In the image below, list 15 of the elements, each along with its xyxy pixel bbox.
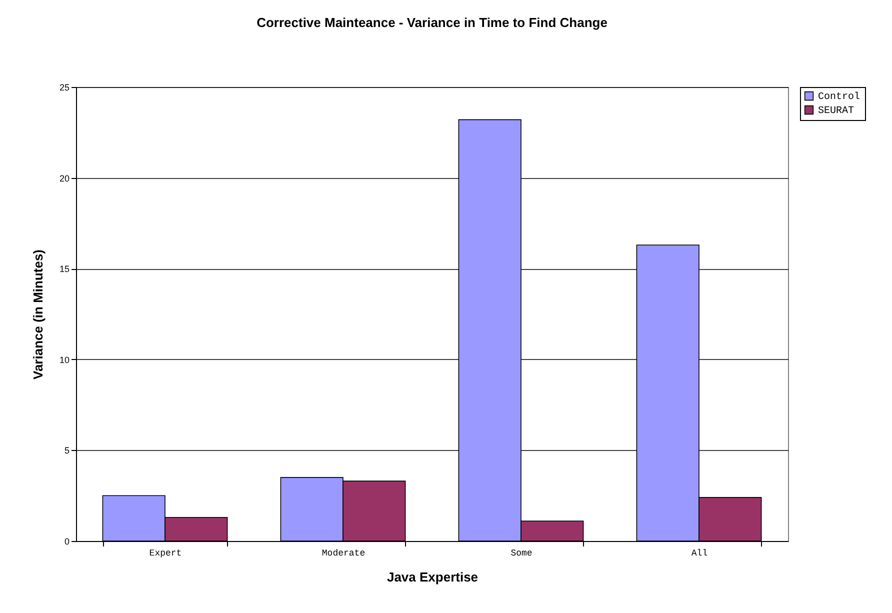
legend-label: Control [818, 91, 860, 103]
x-axis-title: Java Expertise [386, 570, 478, 584]
legend-label: SEURAT [818, 106, 854, 117]
y-tick-label: 0 [64, 536, 70, 546]
chart-title: Corrective Mainteance - Variance in Time to Find Change [256, 15, 608, 30]
y-tick-label: 5 [64, 446, 70, 456]
y-axis-title: Variance (in Minutes) [30, 249, 46, 380]
y-tick-label: 25 [59, 82, 70, 92]
y-tick-label: 15 [59, 264, 70, 274]
x-tick-label: Expert [149, 548, 182, 558]
x-tick-label: All [691, 548, 708, 558]
x-tick-label: Moderate [322, 548, 366, 558]
y-tick-label: 10 [59, 354, 70, 365]
y-tick-label: 20 [59, 173, 70, 184]
x-tick-label: Some [510, 548, 532, 558]
